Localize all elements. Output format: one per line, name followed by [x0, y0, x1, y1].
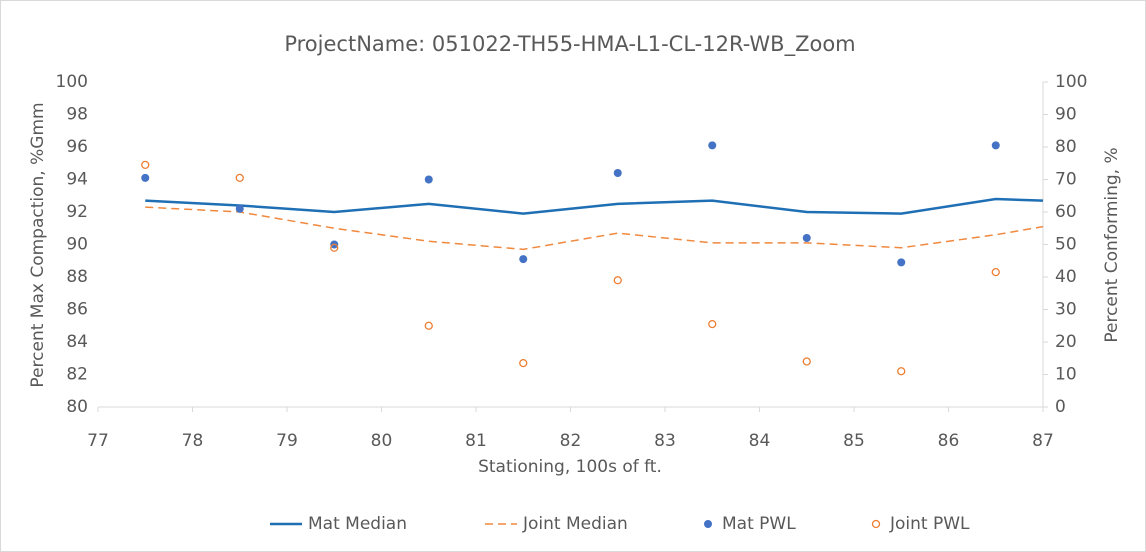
y2-tick-label: 0 [1055, 397, 1066, 417]
legend-swatch [871, 519, 881, 529]
y2-tick-label: 50 [1055, 235, 1077, 255]
y2-tick-label: 100 [1055, 72, 1087, 92]
scatter-point [330, 243, 339, 252]
y-tick-label: 82 [66, 365, 88, 385]
y-tick-label: 92 [66, 202, 88, 222]
y2-tick-label: 10 [1055, 365, 1077, 385]
x-tick-label: 84 [749, 431, 771, 451]
scatter-point [141, 173, 150, 182]
chart-title: ProjectName: 051022-TH55-HMA-L1-CL-12R-W… [284, 32, 855, 57]
series-line [145, 206, 1044, 251]
y-tick-label: 84 [66, 332, 88, 352]
x-axis-title: Stationing, 100s of ft. [478, 457, 662, 477]
y2-tick-label: 20 [1055, 332, 1077, 352]
scatter-point [802, 357, 811, 366]
y-tick-label: 100 [56, 72, 88, 92]
scatter-point [802, 234, 811, 242]
scatter-point [991, 141, 1000, 150]
scatter-point [424, 321, 433, 330]
x-tick-label: 80 [371, 431, 393, 451]
legend-label: Joint Median [522, 514, 628, 534]
scatter-point [991, 267, 1000, 277]
y2-tick-label: 30 [1055, 300, 1077, 320]
y-tick-label: 94 [66, 170, 88, 190]
scatter-point [897, 258, 906, 267]
x-tick-label: 83 [654, 431, 676, 451]
legend-label: Joint PWL [889, 514, 970, 534]
y2-tick-label: 70 [1055, 170, 1077, 190]
x-tick-label: 85 [843, 431, 865, 451]
y-tick-label: 98 [66, 105, 88, 125]
scatter-point [519, 255, 528, 264]
scatter-point [708, 141, 717, 150]
y2-tick-label: 40 [1055, 267, 1077, 287]
x-tick-label: 82 [560, 431, 582, 451]
x-tick-label: 87 [1032, 431, 1054, 451]
y2-tick-label: 60 [1055, 202, 1077, 222]
scatter-point [613, 276, 622, 285]
y2-axis-title: Percent Conforming, % [1102, 147, 1122, 342]
legend-label: Mat PWL [722, 514, 796, 534]
y-tick-label: 90 [66, 235, 88, 255]
x-tick-label: 77 [87, 431, 109, 451]
series-line [145, 197, 1044, 215]
y-tick-label: 80 [66, 397, 88, 417]
scatter-point [141, 160, 150, 170]
legend-swatch [704, 520, 712, 528]
scatter-point [235, 204, 244, 213]
x-tick-label: 81 [465, 431, 487, 451]
legend-label: Mat Median [308, 514, 407, 534]
y-axis-title: Percent Max Compaction, %Gmm [28, 102, 48, 387]
scatter-point [708, 319, 717, 329]
x-tick-label: 78 [182, 431, 204, 451]
x-tick-label: 86 [938, 431, 960, 451]
y-tick-label: 96 [66, 137, 88, 157]
scatter-point [519, 358, 528, 368]
y-tick-label: 86 [66, 300, 88, 320]
scatter-point [235, 173, 244, 183]
y-tick-label: 88 [66, 267, 88, 287]
x-tick-label: 79 [276, 431, 298, 451]
y2-tick-label: 90 [1055, 105, 1077, 125]
scatter-point [897, 367, 906, 376]
scatter-point [424, 175, 433, 184]
scatter-point [613, 169, 622, 177]
y2-tick-label: 80 [1055, 137, 1077, 157]
